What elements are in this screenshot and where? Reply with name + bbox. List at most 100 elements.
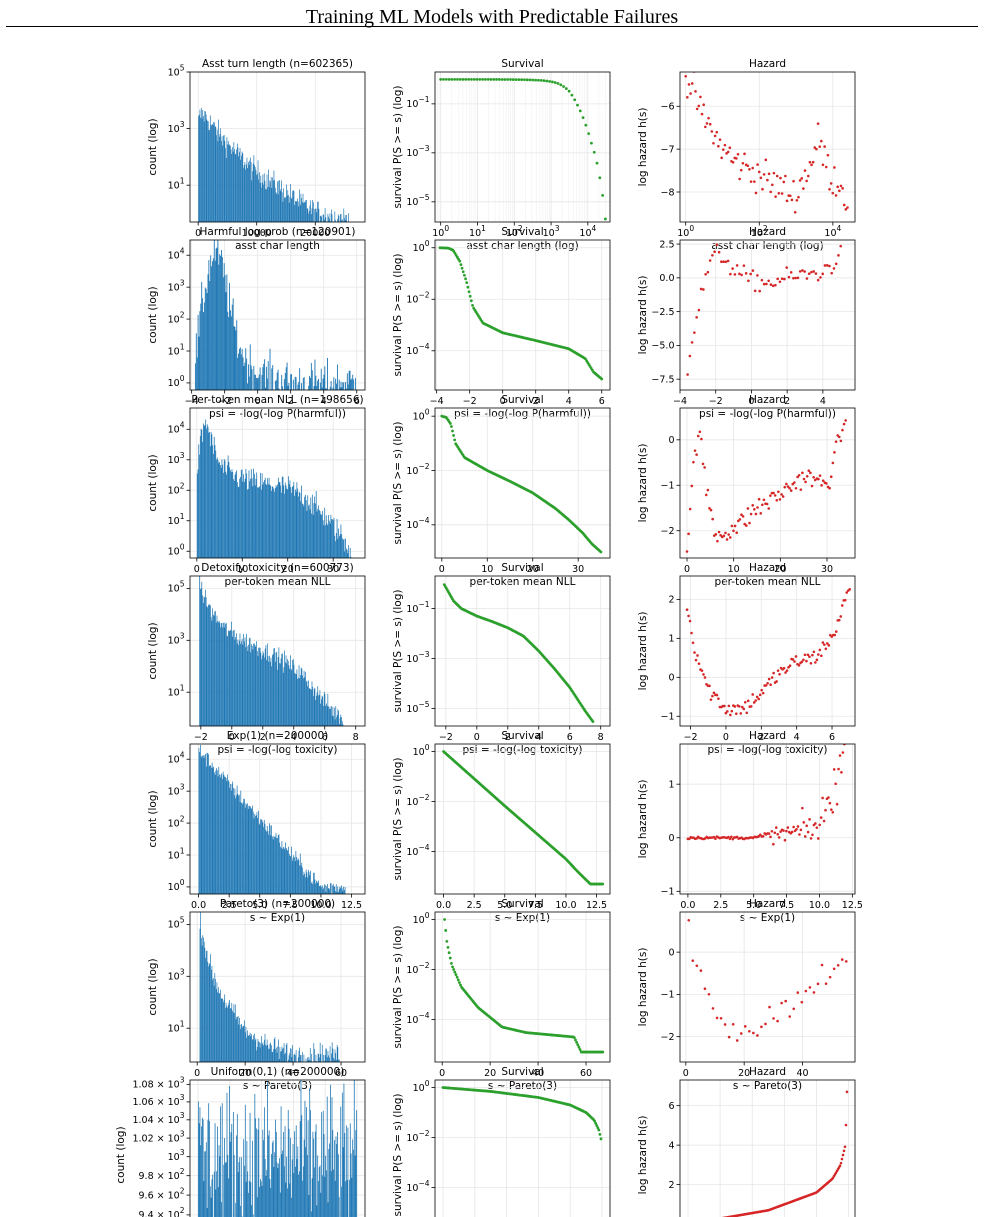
hist-bar <box>259 824 261 894</box>
hist-bar <box>337 1154 339 1217</box>
hist-bar <box>327 213 329 222</box>
hist-bar <box>333 716 334 726</box>
hist-bar <box>250 365 252 390</box>
hist-bar <box>235 637 237 726</box>
hist-bar <box>354 1155 356 1217</box>
hist-bar <box>229 282 231 390</box>
panel-title: Harmful log-prob (n=120901) <box>200 226 356 238</box>
hist-bar <box>220 128 222 222</box>
hist-bar <box>311 208 313 222</box>
hist-bar <box>281 476 283 558</box>
surv-point <box>595 1124 599 1127</box>
hist-bar <box>303 670 305 726</box>
x-tick-label: −2 <box>439 732 453 743</box>
hist-bar <box>246 646 248 726</box>
haz-point <box>733 524 737 528</box>
hist-bar <box>251 369 253 390</box>
hist-bar <box>215 248 217 390</box>
hist-bar <box>262 1129 264 1217</box>
grid <box>435 912 610 1062</box>
hist-bar <box>238 156 240 222</box>
y-tick-label: 100 <box>168 374 185 389</box>
hist-bar <box>231 1002 233 1062</box>
hist-bar <box>254 1094 256 1217</box>
haz-point <box>786 826 790 829</box>
hist-bar <box>215 770 217 894</box>
hist-bar <box>264 1158 266 1217</box>
hist-bar <box>248 1035 250 1062</box>
y-tick-label: 104 <box>168 751 185 766</box>
surv-point <box>461 77 465 81</box>
surv-point <box>564 87 568 90</box>
haz-point <box>709 698 713 701</box>
hist-bar <box>215 127 217 222</box>
x-tick-label: 12.5 <box>341 900 362 911</box>
surv-point <box>599 550 603 554</box>
hist-bar <box>290 668 292 726</box>
hist-bar <box>302 1166 304 1217</box>
hist-bar <box>294 204 296 222</box>
hist-bar <box>302 867 303 894</box>
hist-bar <box>239 152 240 222</box>
haz-point <box>845 1090 849 1094</box>
haz-point <box>832 768 836 771</box>
hist-bar <box>283 1048 284 1062</box>
hist-bar <box>272 177 273 222</box>
hist-bar <box>300 1055 302 1062</box>
hist-bar <box>330 883 331 894</box>
haz-point <box>762 498 766 502</box>
haz-point <box>743 152 746 156</box>
hist-bar <box>230 629 231 726</box>
hist-bar <box>236 320 238 390</box>
haz-point <box>767 172 771 176</box>
hist-bar <box>343 886 344 894</box>
hist-bar <box>228 1085 230 1217</box>
hist-bar <box>251 808 253 894</box>
hist-bar <box>307 1060 309 1062</box>
haz-point <box>773 831 777 835</box>
haz-point <box>687 83 691 86</box>
hist-bar <box>349 1179 350 1217</box>
hist-bar <box>337 709 339 726</box>
y-tick-label: −8 <box>660 187 674 198</box>
hist-bar <box>349 1123 351 1217</box>
hist-bar <box>318 378 319 390</box>
hist-bar <box>249 1034 250 1062</box>
hist-bar <box>243 167 244 222</box>
hist-bar <box>290 1137 292 1217</box>
hist-bar <box>198 748 200 894</box>
hist-bar <box>335 706 337 726</box>
haz-point <box>723 1023 727 1026</box>
haz-point <box>735 835 739 839</box>
hist-bar <box>294 857 295 894</box>
hist-bar <box>320 703 321 726</box>
panel-title: Survival <box>501 394 543 406</box>
hist-bar <box>343 208 345 222</box>
haz-point <box>726 710 729 713</box>
hist-bar <box>274 380 276 390</box>
hist-bar <box>242 1027 243 1062</box>
haz-point <box>819 276 822 279</box>
hist-bar <box>281 1046 283 1062</box>
haz-point <box>685 608 689 612</box>
hist-bar <box>274 1037 276 1062</box>
x-tick-label: 40 <box>796 1068 808 1079</box>
hist-bar <box>316 881 318 894</box>
x-tick-label: 104 <box>579 224 596 239</box>
hist-bar <box>285 655 287 726</box>
hist-bar <box>338 528 339 558</box>
hist-bar <box>288 194 289 222</box>
hist-bar <box>215 450 217 558</box>
hist-bar <box>257 817 259 894</box>
x-tick-label: 10.0 <box>310 900 331 911</box>
hist-bar <box>288 853 290 894</box>
x-tick-label: 20 <box>239 1068 251 1079</box>
haz-point <box>719 1016 723 1020</box>
hist-bar <box>213 985 215 1062</box>
hist-bar <box>216 770 218 894</box>
haz-point <box>699 969 703 972</box>
hist-bar <box>244 161 246 222</box>
hist-bar <box>215 611 216 726</box>
hist-bar <box>234 153 236 222</box>
